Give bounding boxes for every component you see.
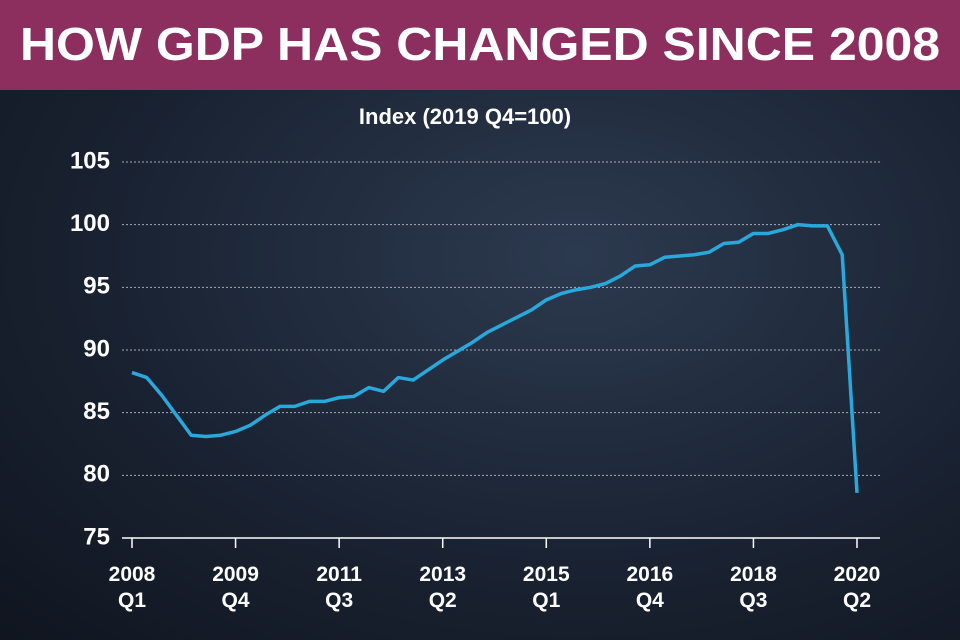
x-tick-label: 2011 Q3 — [316, 563, 362, 612]
y-tick-label: 95 — [83, 273, 110, 300]
x-tick-label: 2018 Q3 — [730, 563, 777, 612]
x-tick-label: 2009 Q4 — [212, 563, 259, 612]
y-axis-label: Index (2019 Q4=100) — [359, 104, 571, 129]
x-tick-label: 2015 Q1 — [522, 563, 570, 612]
x-tick-label: 2016 Q4 — [626, 563, 674, 612]
x-tick-label: 2008 Q1 — [108, 563, 156, 612]
y-tick-label: 75 — [83, 523, 110, 550]
x-tick-label: 2013 Q2 — [419, 563, 467, 612]
line — [131, 222, 859, 493]
y-tick-label: 105 — [70, 147, 110, 174]
title-bar — [0, 0, 960, 90]
y-tick-label: 100 — [70, 210, 110, 237]
y-tick-label: 90 — [83, 335, 110, 362]
chart-title: HOW GDP HAS CHANGED SINCE 2008 — [20, 18, 940, 70]
y-tick-label: 80 — [83, 461, 110, 488]
y-tick-label: 85 — [83, 398, 110, 425]
x-tick-label: 2020 Q2 — [833, 563, 881, 612]
